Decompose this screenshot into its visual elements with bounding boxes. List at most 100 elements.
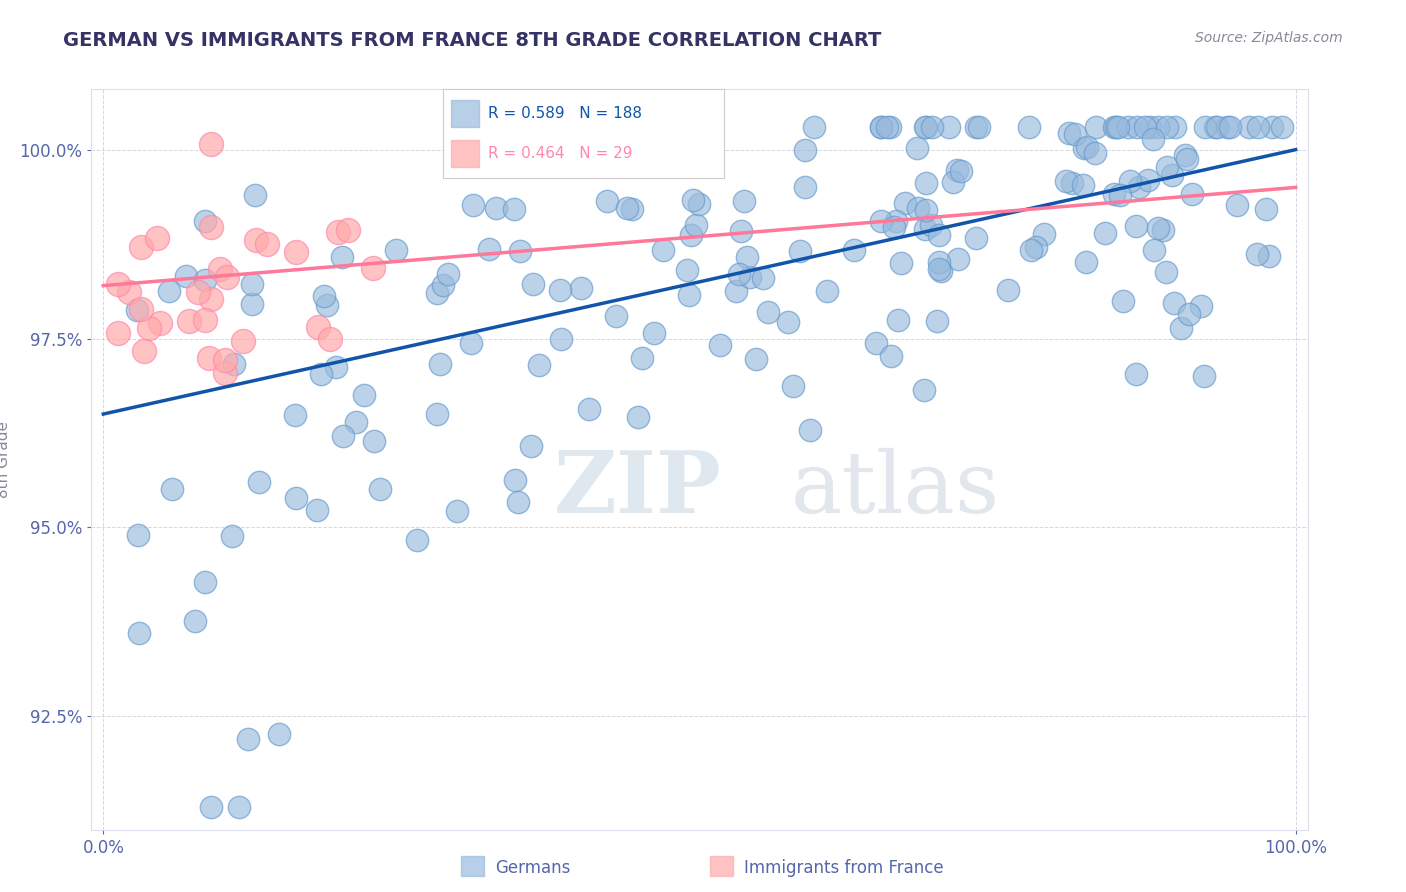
Point xyxy=(870,120,893,134)
Point xyxy=(1064,127,1087,141)
Point xyxy=(756,305,779,319)
Point xyxy=(1018,120,1040,134)
Point xyxy=(946,162,969,177)
Point xyxy=(621,202,644,217)
Point xyxy=(429,357,451,371)
Point xyxy=(332,250,354,264)
Point xyxy=(361,260,384,275)
Point xyxy=(1216,120,1239,134)
Point xyxy=(997,283,1019,297)
Text: atlas: atlas xyxy=(790,448,1000,531)
Point xyxy=(149,316,172,330)
Point xyxy=(221,529,243,543)
Point xyxy=(727,267,749,281)
Point xyxy=(879,120,901,134)
Point xyxy=(880,349,903,363)
Y-axis label: 8th Grade: 8th Grade xyxy=(0,421,11,498)
Point xyxy=(627,410,650,425)
Point xyxy=(1109,187,1132,202)
Point xyxy=(921,120,943,134)
Point xyxy=(1025,240,1047,254)
Point xyxy=(1107,120,1129,134)
Point xyxy=(1073,140,1095,154)
Point xyxy=(247,475,270,489)
Point xyxy=(107,277,129,291)
Point xyxy=(1102,120,1125,134)
Point xyxy=(384,243,406,257)
Point xyxy=(1116,120,1139,134)
Point xyxy=(312,288,335,302)
Point xyxy=(368,482,391,496)
Point xyxy=(174,268,197,283)
Point xyxy=(915,120,938,134)
Point xyxy=(616,202,638,216)
Point xyxy=(709,338,731,352)
Point xyxy=(886,214,908,228)
Point xyxy=(285,244,308,259)
Point xyxy=(228,800,250,814)
Point xyxy=(1084,146,1107,161)
Point xyxy=(240,297,263,311)
Point xyxy=(1163,120,1185,134)
Point xyxy=(1226,198,1249,212)
Point xyxy=(200,136,222,151)
Point xyxy=(437,267,460,281)
Point xyxy=(688,196,710,211)
Point xyxy=(605,309,627,323)
Point xyxy=(1154,265,1177,279)
Point xyxy=(1260,120,1282,134)
Point xyxy=(914,202,936,217)
Point xyxy=(336,223,359,237)
Point xyxy=(1142,131,1164,145)
Point xyxy=(478,243,501,257)
Point xyxy=(214,353,236,368)
Bar xyxy=(451,100,479,127)
Point xyxy=(915,177,938,191)
Point xyxy=(208,262,231,277)
Point xyxy=(965,120,987,134)
Point xyxy=(865,336,887,351)
Point xyxy=(131,240,153,254)
Point xyxy=(789,244,811,259)
Text: Immigrants from France: Immigrants from France xyxy=(744,859,943,877)
Text: Source: ZipAtlas.com: Source: ZipAtlas.com xyxy=(1195,31,1343,45)
Point xyxy=(242,277,264,291)
Point xyxy=(1204,120,1226,134)
Point xyxy=(461,198,484,212)
Point xyxy=(1181,186,1204,201)
Point xyxy=(1146,220,1168,235)
Point xyxy=(949,163,972,178)
Point xyxy=(214,366,236,380)
Point xyxy=(782,378,804,392)
Point xyxy=(1105,120,1128,134)
Text: R = 0.589   N = 188: R = 0.589 N = 188 xyxy=(488,106,643,120)
Point xyxy=(509,244,531,259)
Point xyxy=(685,218,707,232)
Point xyxy=(803,120,825,134)
Point xyxy=(725,284,748,298)
Point xyxy=(876,120,898,134)
Point xyxy=(1139,120,1161,134)
Point xyxy=(1119,174,1142,188)
Point xyxy=(363,434,385,449)
Point xyxy=(522,277,544,291)
Point xyxy=(284,408,307,422)
Point xyxy=(107,326,129,340)
Point xyxy=(920,219,942,233)
Point xyxy=(1125,367,1147,381)
Point xyxy=(1019,243,1042,257)
Point xyxy=(197,351,219,365)
Point xyxy=(1206,120,1229,134)
Point xyxy=(734,194,756,209)
Point xyxy=(316,298,339,312)
Point xyxy=(1071,178,1094,192)
Point xyxy=(737,250,759,264)
Point xyxy=(1084,120,1107,134)
Point xyxy=(883,219,905,234)
Point xyxy=(503,473,526,487)
Point xyxy=(1147,120,1170,134)
Point xyxy=(194,214,217,228)
Point xyxy=(1170,321,1192,335)
Point xyxy=(1102,187,1125,202)
Point xyxy=(942,175,965,189)
